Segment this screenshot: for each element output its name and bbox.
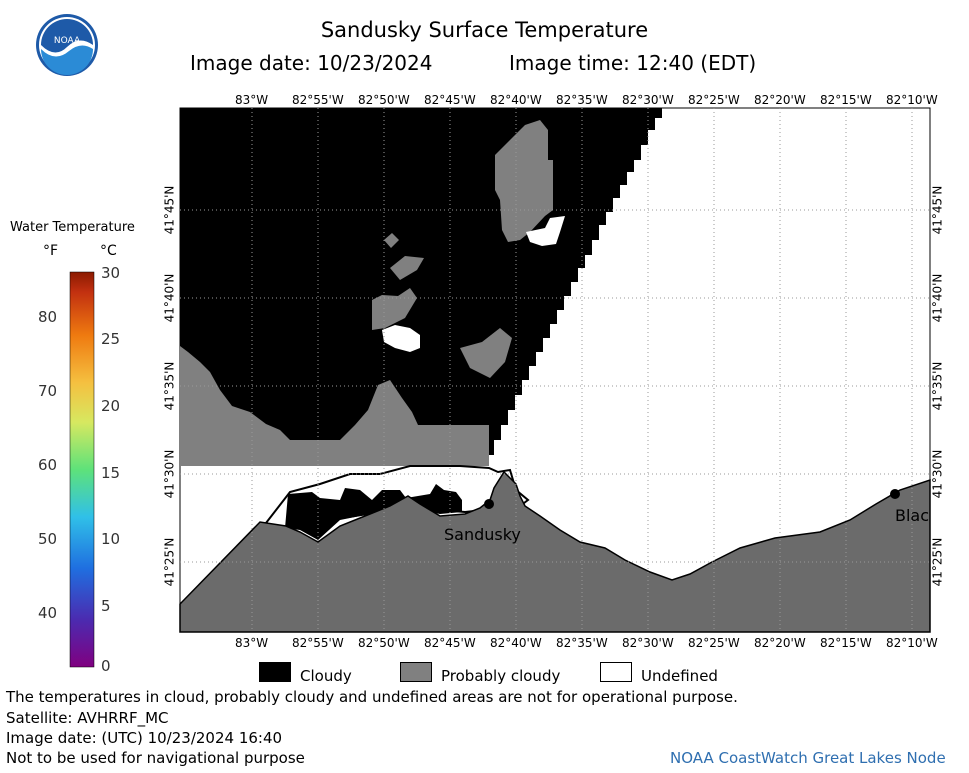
lon-label-top: 83°W: [235, 93, 269, 107]
lon-label-bottom: 82°35'W: [556, 636, 608, 650]
lat-label-left: 41°35'N: [162, 361, 177, 411]
footer-credit: NOAA CoastWatch Great Lakes Node: [670, 749, 946, 767]
sandusky-marker: [484, 499, 494, 509]
colorbar-f-tick: 80: [38, 308, 58, 326]
colorbar-c-tick: 25: [101, 330, 121, 348]
lat-label-right: 41°45'N: [930, 185, 945, 235]
map-title: Sandusky Surface Temperature: [320, 18, 649, 42]
undefined-patch: [382, 325, 420, 352]
colorbar-f-tick: 70: [38, 382, 58, 400]
lat-label-left: 41°25'N: [162, 537, 177, 587]
probably-cloudy-patch: [372, 288, 417, 330]
lon-label-bottom: 82°20'W: [754, 636, 806, 650]
undefined-patch: [526, 216, 565, 246]
legend-swatch-probably-cloudy: [400, 662, 432, 682]
footer-nav-warning: Not to be used for navigational purpose: [6, 749, 305, 767]
lon-label-bottom: 83°W: [235, 636, 269, 650]
footer-disclaimer: The temperatures in cloud, probably clou…: [6, 688, 738, 706]
lon-label-top: 82°50'W: [358, 93, 410, 107]
legend-label-probably-cloudy: Probably cloudy: [441, 667, 561, 685]
footer-satellite: Satellite: AVHRRF_MC: [6, 709, 169, 727]
land-region: [179, 470, 931, 633]
noaa-logo: NOAA: [35, 13, 99, 77]
colorbar-c-tick: 5: [101, 597, 111, 615]
legend-label-undefined: Undefined: [641, 667, 718, 685]
colorbar-c-tick: 0: [101, 657, 111, 675]
colorbar-c-tick: 30: [101, 264, 121, 282]
lon-label-bottom: 82°15'W: [820, 636, 872, 650]
lon-label-top: 82°20'W: [754, 93, 806, 107]
place-label-blac: Blac: [895, 506, 929, 525]
lat-label-left: 41°40'N: [162, 273, 177, 323]
colorbar-c-tick: 15: [101, 464, 121, 482]
legend-swatch-cloudy: [259, 662, 291, 682]
blac-marker: [890, 489, 900, 499]
lat-label-left: 41°45'N: [162, 185, 177, 235]
legend-swatch-undefined: [600, 662, 632, 682]
colorbar-f-tick: 60: [38, 456, 58, 474]
probably-cloudy-patch: [390, 256, 424, 280]
colorbar-title: Water Temperature: [10, 220, 135, 235]
lon-label-top: 82°10'W: [886, 93, 938, 107]
lon-label-top: 82°40'W: [490, 93, 542, 107]
colorbar-f-tick: 40: [38, 604, 58, 622]
image-date: Image date: 10/23/2024: [190, 51, 433, 75]
lat-label-right: 41°30'N: [930, 449, 945, 499]
colorbar-unit-f: °F: [43, 243, 59, 259]
lon-label-bottom: 82°45'W: [424, 636, 476, 650]
footer-utc-date: Image date: (UTC) 10/23/2024 16:40: [6, 729, 283, 747]
colorbar-c-tick: 20: [101, 397, 121, 415]
lon-label-top: 82°25'W: [688, 93, 740, 107]
graticule: [180, 108, 930, 632]
lon-label-top: 82°15'W: [820, 93, 872, 107]
lon-label-bottom: 82°25'W: [688, 636, 740, 650]
probably-cloudy-patch: [460, 328, 512, 378]
probably-cloudy-band: [180, 346, 489, 466]
lon-label-top: 82°55'W: [292, 93, 344, 107]
color-scale-bar: [69, 271, 95, 668]
lon-label-top: 82°30'W: [622, 93, 674, 107]
legend-label-cloudy: Cloudy: [300, 667, 352, 685]
probably-cloudy-patch: [384, 233, 399, 248]
lon-label-bottom: 82°30'W: [622, 636, 674, 650]
place-label-sandusky: Sandusky: [444, 525, 521, 544]
lon-label-bottom: 82°50'W: [358, 636, 410, 650]
lon-label-bottom: 82°40'W: [490, 636, 542, 650]
noaa-logo-icon: NOAA: [36, 14, 98, 76]
lon-label-top: 82°35'W: [556, 93, 608, 107]
lon-label-bottom: 82°10'W: [886, 636, 938, 650]
lon-label-top: 82°45'W: [424, 93, 476, 107]
colorbar-unit-c: °C: [100, 243, 117, 259]
noaa-logo-text: NOAA: [54, 36, 81, 46]
lon-label-bottom: 82°55'W: [292, 636, 344, 650]
lat-label-left: 41°30'N: [162, 449, 177, 499]
probably-cloudy-patch: [495, 120, 553, 242]
colorbar-f-tick: 50: [38, 530, 58, 548]
lat-label-right: 41°25'N: [930, 537, 945, 587]
image-time: Image time: 12:40 (EDT): [509, 51, 757, 75]
colorbar-c-tick: 10: [101, 530, 121, 548]
lat-label-right: 41°40'N: [930, 273, 945, 323]
lat-label-right: 41°35'N: [930, 361, 945, 411]
